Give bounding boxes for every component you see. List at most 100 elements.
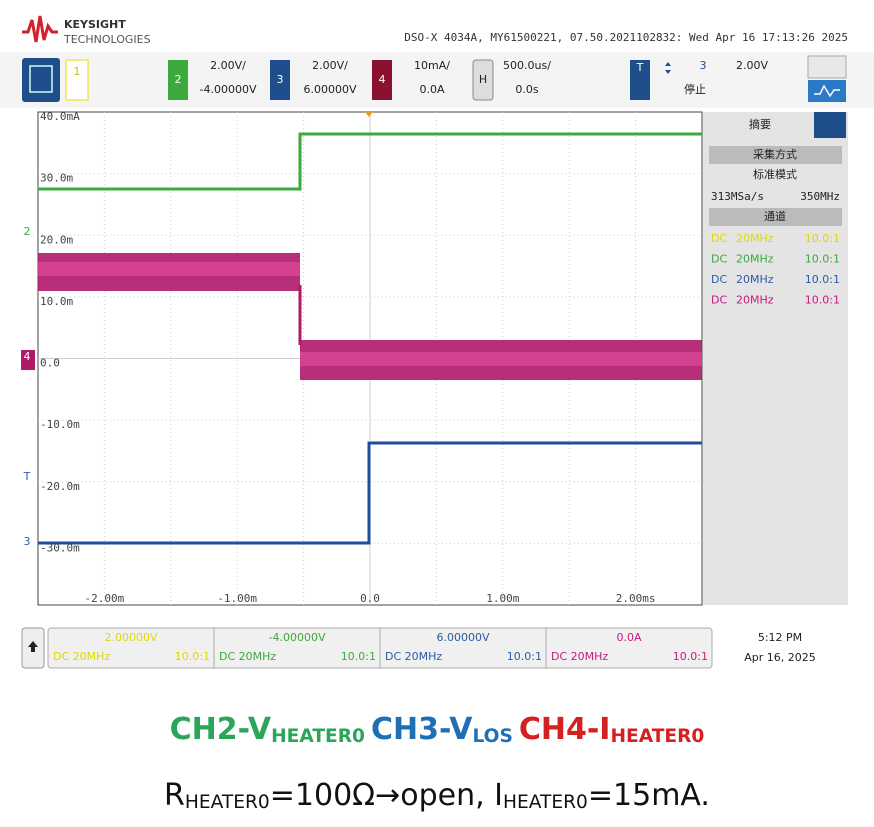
ch3-scale: 2.00V/ (312, 59, 348, 72)
ch2-label: 2 (175, 73, 182, 86)
ch4-box[interactable] (372, 60, 392, 100)
caption-text: R (164, 778, 185, 813)
ch4-offset: 0.0A (419, 83, 444, 96)
ch2-offset: -4.00000V (200, 83, 257, 96)
x-label: 0.0 (360, 592, 380, 605)
caption-subscript: HEATER0 (271, 725, 365, 747)
ch3-box[interactable] (270, 60, 290, 100)
ch-header-bg (709, 208, 842, 226)
y-label: 30.0m (40, 172, 73, 185)
ch1-label: 1 (74, 65, 81, 78)
cell-probe: 10.0:1 (341, 650, 376, 663)
caption-line1: CH2-VHEATER0 CH3-VLOS CH4-IHEATER0 (0, 712, 874, 747)
cell-value: 6.00000V (436, 631, 489, 644)
cell-value: 2.00000V (104, 631, 157, 644)
cell-coupling: DC 20MHz (219, 650, 276, 663)
row-coupling: DC (711, 294, 727, 307)
side-menu-button[interactable] (814, 112, 846, 138)
caption-text: CH3-V (370, 712, 473, 747)
caption-line2: RHEATER0=100Ω→open, IHEATER0=15mA. (0, 778, 874, 813)
channel-marker: 2 (24, 225, 31, 238)
h-label: H (479, 73, 487, 86)
caption-subscript: HEATER0 (184, 791, 270, 813)
caption-text: CH4-I (518, 712, 611, 747)
h-delay: 0.0s (515, 83, 538, 96)
trigger-edge-icon (665, 62, 671, 74)
h-scale: 500.0us/ (503, 59, 551, 72)
caption-subscript: HEATER0 (610, 725, 705, 747)
menu-icon (29, 65, 53, 93)
trigger-level: 2.00V (736, 59, 768, 72)
ch3-label: 3 (277, 73, 284, 86)
menu-button[interactable] (22, 58, 60, 102)
caption-text: =15mA. (587, 778, 710, 813)
trigger-label: T (636, 61, 644, 74)
channel-marker: T (23, 470, 31, 483)
cell-probe: 10.0:1 (175, 650, 210, 663)
row-probe: 10.0:1 (805, 253, 840, 266)
brand: KEYSIGHT (64, 18, 126, 31)
trigger-source: 3 (700, 59, 707, 72)
ch2-scale: 2.00V/ (210, 59, 246, 72)
y-label: -10.0m (40, 418, 80, 431)
x-label: -2.00m (85, 592, 125, 605)
caption-subscript: HEATER0 (503, 791, 588, 813)
channel-bar (0, 52, 874, 108)
bandwidth: 350MHz (800, 190, 840, 203)
acq-header: 采集方式 (753, 147, 797, 161)
ch4-trace-core (300, 352, 702, 366)
ch3-offset: 6.00000V (303, 83, 356, 96)
trigger-status: 停止 (684, 82, 706, 96)
ch1-box[interactable] (65, 59, 89, 101)
x-label: 2.00ms (616, 592, 656, 605)
y-label: 40.0mA (40, 110, 80, 123)
row-probe: 10.0:1 (805, 294, 840, 307)
device-info: DSO-X 4034A, MY61500221, 07.50.202110283… (404, 31, 848, 44)
caption-item: CH2-VHEATER0 (170, 712, 365, 747)
ch2-trace (38, 132, 702, 191)
x-label: 1.00m (486, 592, 519, 605)
ch4-scale: 10mA/ (414, 59, 450, 72)
cell-value: 0.0A (616, 631, 641, 644)
display-button[interactable] (807, 55, 847, 79)
caption-text: =100Ω→open, I (269, 778, 504, 813)
y-label: -20.0m (40, 480, 80, 493)
channel-marker: 4 (24, 350, 31, 363)
cell-value: -4.00000V (269, 631, 326, 644)
side-panel (703, 112, 848, 605)
caption-item: CH4-IHEATER0 (519, 712, 704, 747)
x-label: -1.00m (217, 592, 257, 605)
caption-text: CH2-V (169, 712, 272, 747)
side-title: 摘要 (749, 117, 771, 131)
cell-coupling: DC 20MHz (385, 650, 442, 663)
scope-screen: KEYSIGHT TECHNOLOGIES DSO-X 4034A, MY615… (0, 15, 874, 669)
y-label: -30.0m (40, 541, 80, 554)
ch2-box[interactable] (168, 60, 188, 100)
h-box[interactable] (472, 59, 494, 101)
sample-rate: 313MSa/s (711, 190, 764, 203)
ch-header: 通道 (764, 209, 786, 223)
row-probe: 10.0:1 (805, 273, 840, 286)
logo (22, 15, 58, 43)
y-label: 0.0 (40, 357, 60, 370)
row-coupling: DC (711, 232, 727, 245)
row-coupling: DC (711, 253, 727, 266)
cell-probe: 10.0:1 (507, 650, 542, 663)
marker-box (21, 350, 35, 370)
trigger-box[interactable] (630, 60, 650, 100)
cell-probe: 10.0:1 (673, 650, 708, 663)
acq-mode: 标准模式 (753, 167, 797, 181)
channel-marker: 3 (24, 535, 31, 548)
row-coupling: DC (711, 273, 727, 286)
trigger-point (365, 112, 373, 117)
acq-header-bg (709, 146, 842, 164)
ch4-label: 4 (379, 73, 386, 86)
up-arrow (28, 641, 38, 652)
row-bandwidth: 20MHz (736, 232, 774, 245)
caption-item: CH3-VLOS (371, 712, 513, 747)
row-probe: 10.0:1 (805, 232, 840, 245)
clock-time: 5:12 PM (758, 631, 802, 644)
cell-coupling: DC 20MHz (551, 650, 608, 663)
ch3-trace (38, 441, 702, 545)
